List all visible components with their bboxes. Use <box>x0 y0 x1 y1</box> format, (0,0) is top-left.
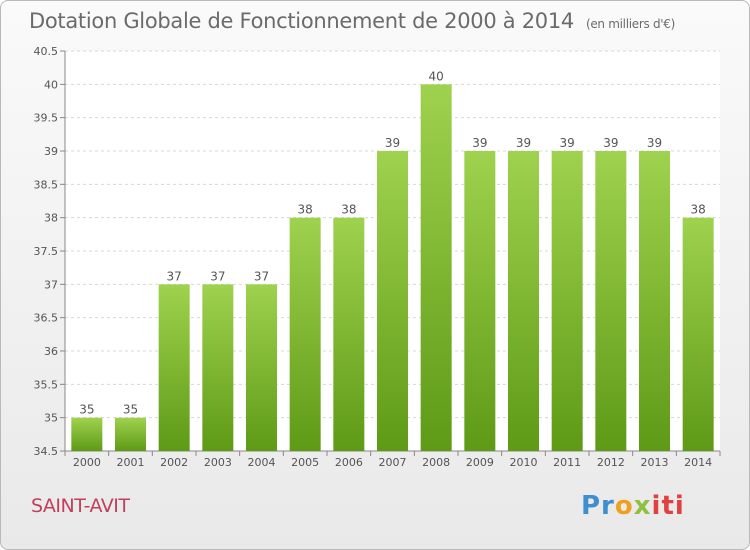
x-tick-label: 2012 <box>597 456 625 469</box>
bar <box>246 284 277 451</box>
y-tick-label: 36.5 <box>34 312 59 325</box>
y-tick-label: 34.5 <box>34 445 59 458</box>
bar-value-label: 39 <box>560 136 575 150</box>
x-tick-label: 2008 <box>422 456 450 469</box>
bar <box>464 151 496 451</box>
y-tick-label: 39.5 <box>34 112 59 125</box>
x-tick-label: 2013 <box>641 456 669 469</box>
logo-part-4: iti <box>651 491 685 521</box>
bar <box>333 217 365 451</box>
bar-value-label: 39 <box>385 136 400 150</box>
y-tick-label: 35.5 <box>34 378 59 391</box>
y-tick-label: 39 <box>44 145 58 158</box>
proxiti-logo: Proxiti <box>581 491 685 521</box>
bar <box>639 151 670 451</box>
bar <box>508 151 539 451</box>
y-tick-label: 37 <box>44 278 58 291</box>
x-tick-label: 2001 <box>117 456 145 469</box>
x-tick-label: 2000 <box>73 456 101 469</box>
x-tick-label: 2003 <box>204 456 232 469</box>
y-tick-label: 36 <box>44 345 58 358</box>
bar <box>202 284 234 451</box>
bar-value-label: 39 <box>516 136 531 150</box>
y-tick-label: 37.5 <box>34 245 59 258</box>
x-tick-label: 2002 <box>160 456 188 469</box>
chart-title: Dotation Globale de Fonctionnement de 20… <box>29 9 675 33</box>
bar <box>420 84 452 451</box>
y-tick-label: 38 <box>44 212 58 225</box>
bar-value-label: 39 <box>603 136 618 150</box>
bar-value-label: 40 <box>429 69 444 83</box>
bar <box>595 151 627 451</box>
bar-value-label: 38 <box>691 203 706 217</box>
bar <box>115 417 146 451</box>
bar <box>289 217 321 451</box>
bar-value-label: 37 <box>167 269 182 283</box>
x-tick-label: 2014 <box>684 456 712 469</box>
bar-value-label: 38 <box>298 203 313 217</box>
logo-part-2: o <box>614 491 634 521</box>
y-tick-label: 40.5 <box>34 45 59 58</box>
y-tick-label: 40 <box>44 78 58 91</box>
bar-value-label: 37 <box>254 269 269 283</box>
x-tick-label: 2010 <box>510 456 538 469</box>
x-tick-label: 2006 <box>335 456 363 469</box>
bar-value-label: 37 <box>210 269 225 283</box>
bar <box>377 151 408 451</box>
x-tick-label: 2004 <box>248 456 276 469</box>
chart-title-text: Dotation Globale de Fonctionnement de 20… <box>29 9 574 33</box>
commune-name: SAINT-AVIT <box>31 495 130 517</box>
bar-value-label: 39 <box>472 136 487 150</box>
x-tick-label: 2009 <box>466 456 494 469</box>
y-tick-label: 35 <box>44 412 58 425</box>
bar <box>71 417 103 451</box>
bar <box>551 151 583 451</box>
bar <box>158 284 190 451</box>
bar-value-label: 39 <box>647 136 662 150</box>
x-tick-label: 2005 <box>291 456 319 469</box>
bar-value-label: 35 <box>79 403 94 417</box>
x-tick-label: 2011 <box>553 456 581 469</box>
logo-part-1: Pr <box>581 491 615 521</box>
x-tick-label: 2007 <box>379 456 407 469</box>
bar <box>682 217 714 451</box>
bar-value-label: 38 <box>341 203 356 217</box>
logo-part-3: x <box>633 491 652 521</box>
y-tick-label: 38.5 <box>34 178 59 191</box>
bar-value-label: 35 <box>123 403 138 417</box>
chart-subtitle: (en milliers d'€) <box>585 17 675 31</box>
